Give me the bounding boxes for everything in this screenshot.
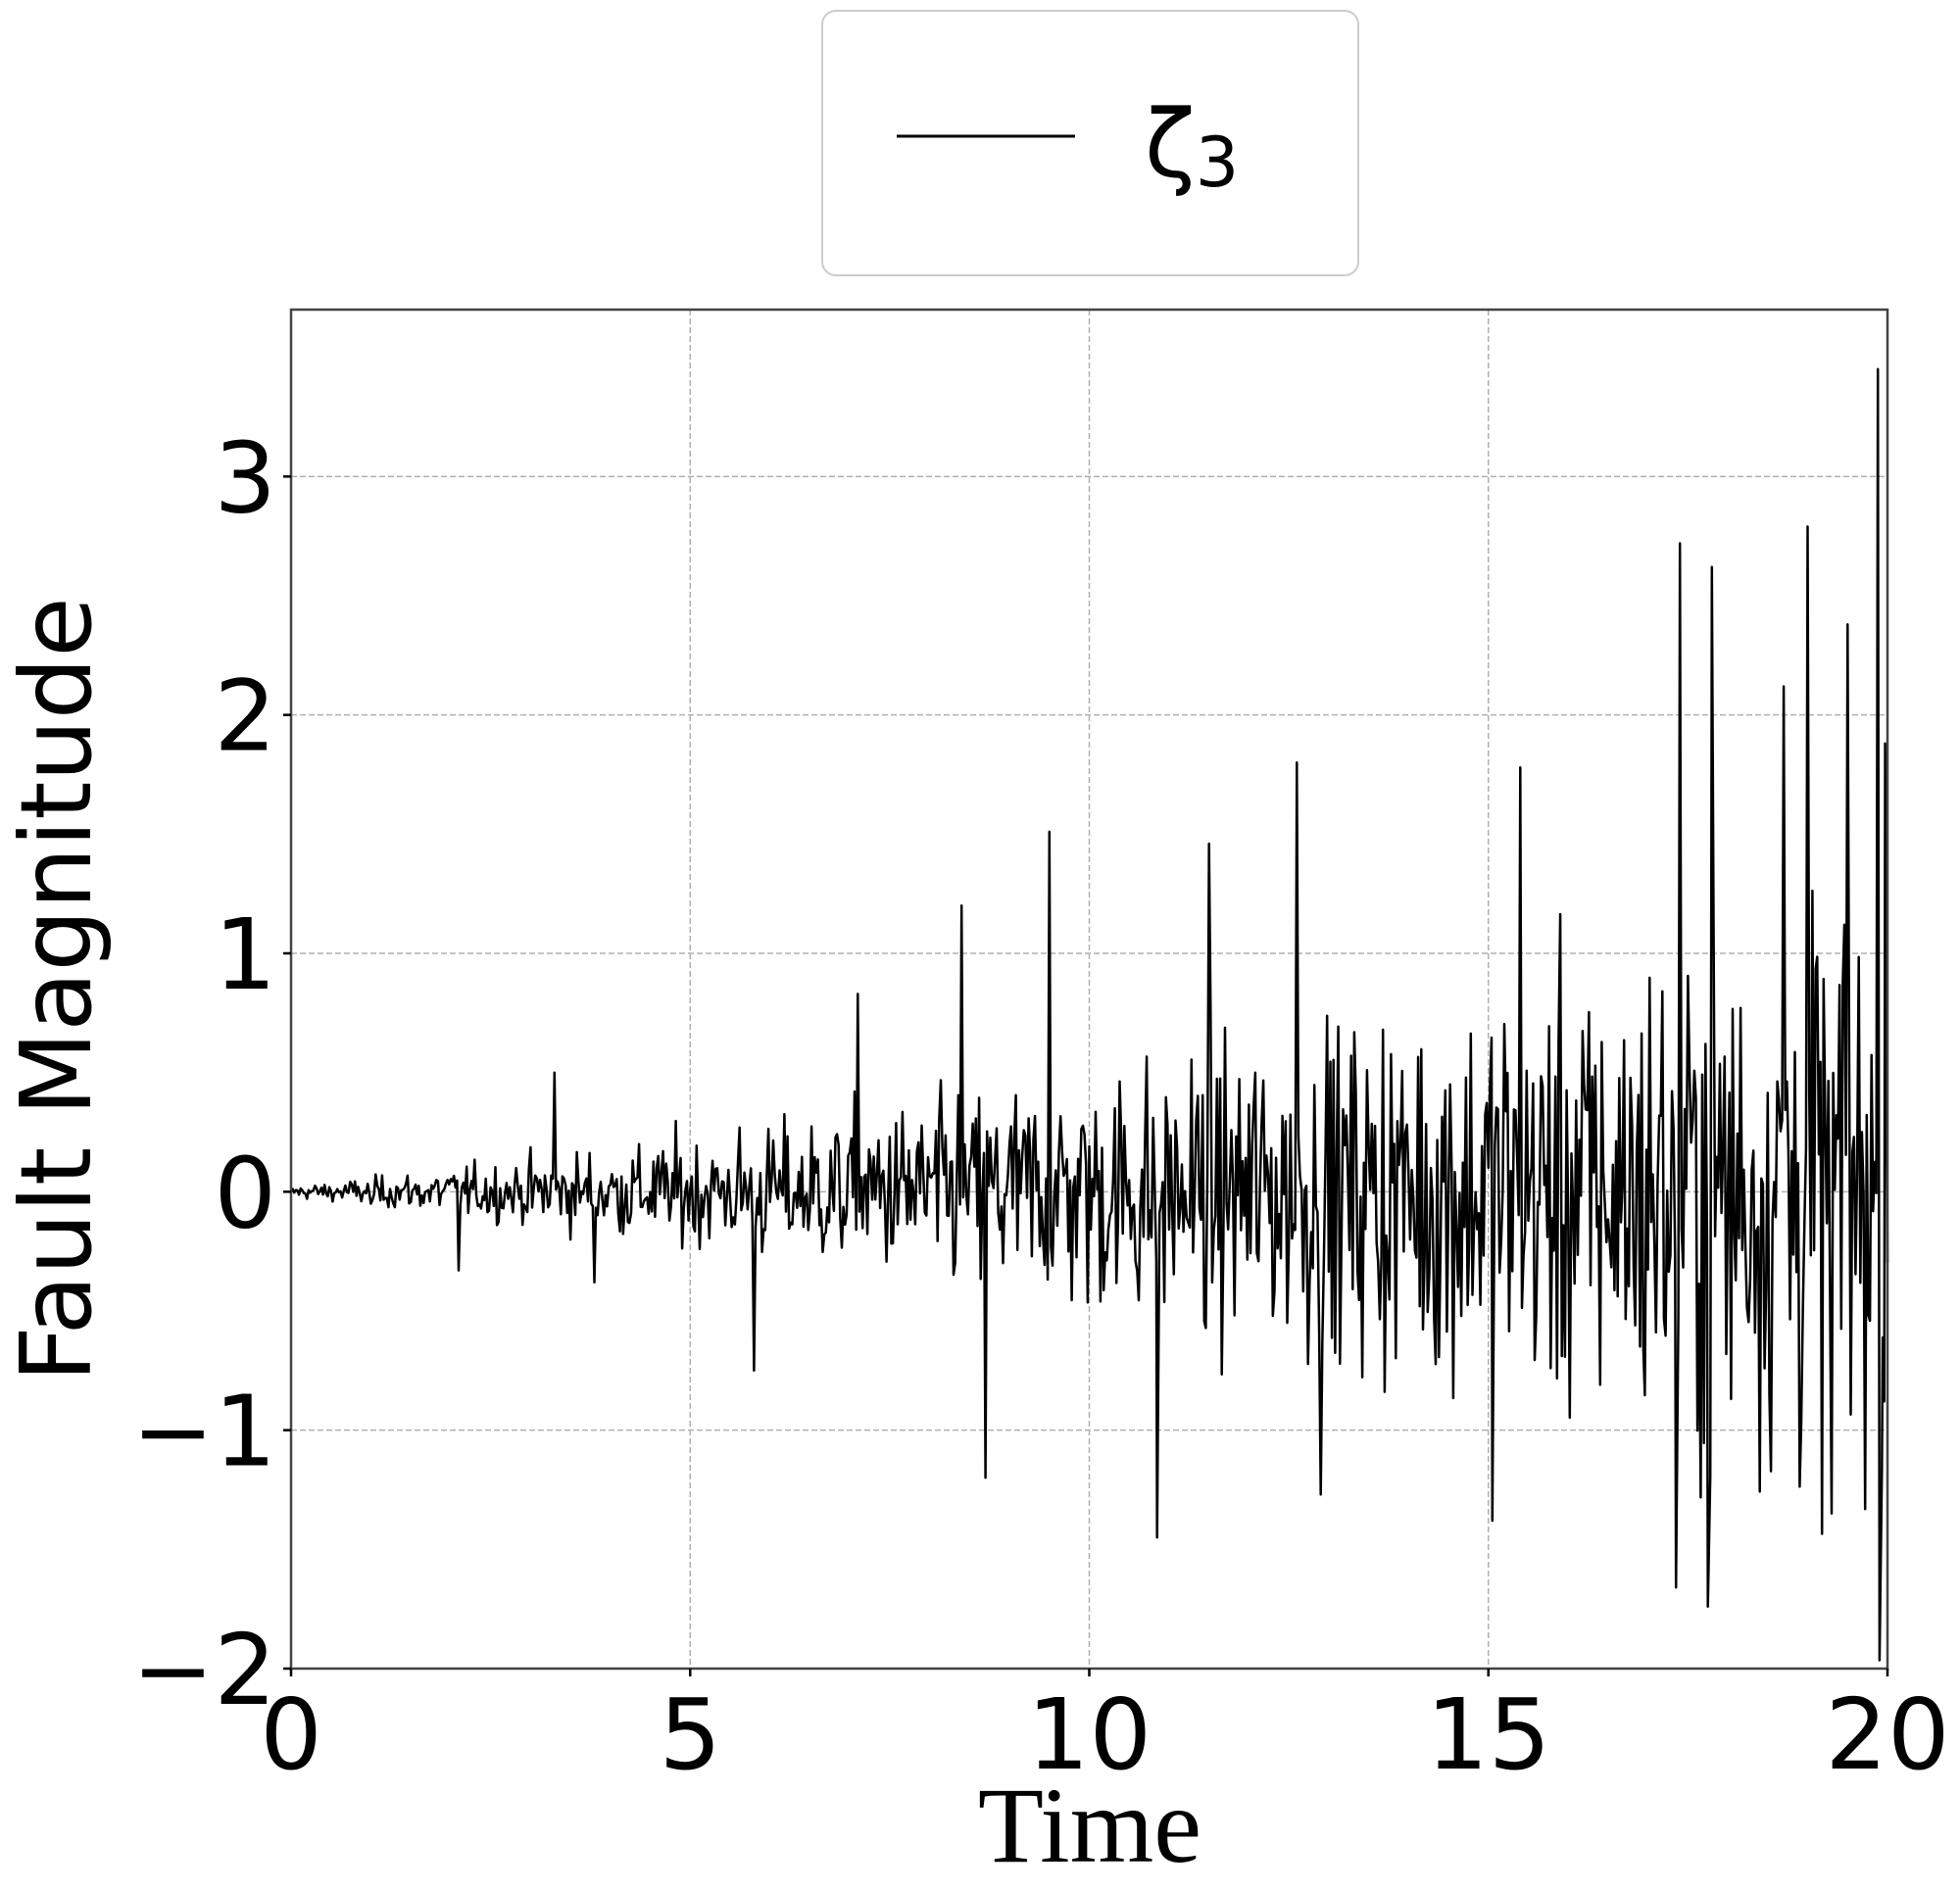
y-tick-label: 1 [214, 897, 276, 1012]
x-axis-label: Time [978, 1766, 1201, 1885]
ticks: 0 5 10 15 20 −2 −1 0 1 2 3 [132, 420, 1950, 1792]
y-tick-label: 0 [214, 1136, 276, 1250]
legend: ζ3 [821, 10, 1359, 276]
y-axis-label: Fault Magnitude [0, 597, 114, 1382]
x-tick-label: 15 [1426, 1677, 1550, 1792]
line-zeta3 [289, 367, 1889, 1662]
y-tick-label: 2 [214, 659, 276, 774]
x-tick-label: 5 [659, 1677, 721, 1792]
y-tick-label: −2 [132, 1613, 276, 1727]
y-tick-label: −1 [132, 1375, 276, 1489]
series-zeta3 [289, 367, 1889, 1662]
x-tick-label: 20 [1825, 1677, 1949, 1792]
grid [290, 310, 1888, 1670]
legend-label: ζ3 [1145, 91, 1239, 203]
y-tick-label: 3 [214, 420, 276, 535]
x-tick-label: 0 [260, 1677, 322, 1792]
legend-box [821, 10, 1359, 276]
x-tick-label: 10 [1027, 1677, 1152, 1792]
